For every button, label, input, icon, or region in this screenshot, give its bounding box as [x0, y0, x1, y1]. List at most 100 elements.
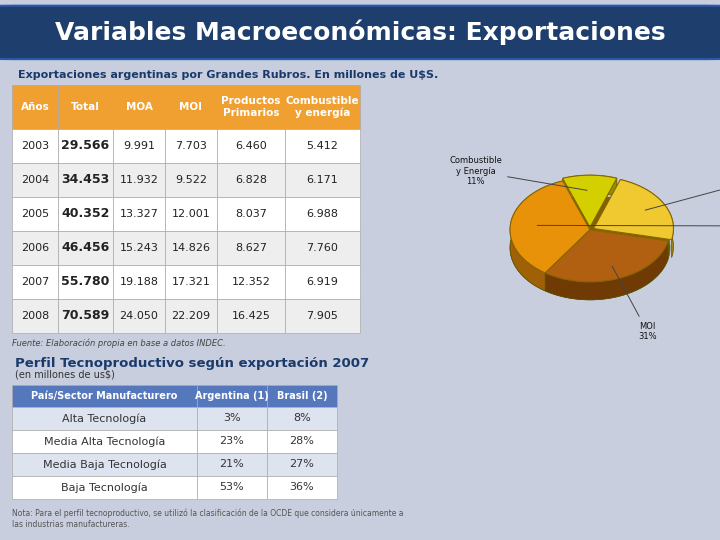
Bar: [58, 231, 113, 265]
Bar: [267, 385, 337, 407]
Text: 16.425: 16.425: [232, 311, 271, 321]
Text: Fuente: Elaboración propia en base a datos INDEC.: Fuente: Elaboración propia en base a dat…: [12, 339, 225, 348]
Bar: [267, 453, 337, 476]
Bar: [113, 163, 165, 197]
Text: Argentina (1): Argentina (1): [195, 391, 269, 401]
Bar: [285, 231, 360, 265]
Bar: [165, 197, 217, 231]
Bar: [113, 129, 165, 163]
Bar: [285, 129, 360, 163]
Text: 7.905: 7.905: [307, 311, 338, 321]
Bar: [267, 430, 337, 453]
Bar: [267, 476, 337, 499]
Bar: [113, 231, 165, 265]
Text: País/Sector Manufacturero: País/Sector Manufacturero: [31, 391, 178, 401]
Bar: [58, 85, 113, 129]
Polygon shape: [562, 175, 617, 227]
Bar: [165, 231, 217, 265]
Bar: [12, 265, 58, 299]
Text: 17.321: 17.321: [171, 277, 210, 287]
Polygon shape: [545, 230, 668, 282]
Text: 53%: 53%: [220, 482, 244, 492]
Bar: [197, 430, 267, 453]
Text: 8.627: 8.627: [235, 243, 267, 253]
Text: 2008: 2008: [21, 311, 49, 321]
Text: 19.188: 19.188: [120, 277, 158, 287]
Text: Combustible
y Energía
11%: Combustible y Energía 11%: [449, 157, 587, 190]
Text: 2007: 2007: [21, 277, 49, 287]
Text: (en millones de us$): (en millones de us$): [15, 370, 115, 380]
Bar: [12, 299, 58, 333]
Text: 22.209: 22.209: [171, 311, 210, 321]
Text: 8%: 8%: [293, 414, 311, 423]
Text: Combustible
y energía: Combustible y energía: [286, 96, 359, 118]
Bar: [285, 197, 360, 231]
Text: 7.760: 7.760: [307, 243, 338, 253]
Bar: [217, 163, 285, 197]
Bar: [12, 231, 58, 265]
Bar: [12, 430, 197, 453]
Text: 14.826: 14.826: [171, 243, 210, 253]
Bar: [58, 129, 113, 163]
Text: Total: Total: [71, 102, 100, 112]
Bar: [197, 453, 267, 476]
Bar: [113, 197, 165, 231]
Bar: [12, 476, 197, 499]
Bar: [217, 85, 285, 129]
Text: Años: Años: [21, 102, 50, 112]
Bar: [165, 85, 217, 129]
Bar: [285, 163, 360, 197]
Text: 70.589: 70.589: [61, 309, 109, 322]
Text: 2004: 2004: [21, 175, 49, 185]
Ellipse shape: [510, 196, 670, 300]
Text: 5.412: 5.412: [307, 141, 338, 151]
Text: 6.988: 6.988: [307, 209, 338, 219]
Bar: [58, 163, 113, 197]
Polygon shape: [545, 241, 668, 300]
Text: 27%: 27%: [289, 460, 315, 469]
Text: 21%: 21%: [220, 460, 244, 469]
Bar: [217, 197, 285, 231]
Text: Alta Tecnología: Alta Tecnología: [63, 413, 147, 424]
Text: 24.050: 24.050: [120, 311, 158, 321]
Text: 28%: 28%: [289, 436, 315, 447]
Text: 29.566: 29.566: [61, 139, 109, 152]
Text: Exportaciones argentinas por Grandes Rubros. En millones de U$S.: Exportaciones argentinas por Grandes Rub…: [18, 70, 438, 80]
Bar: [165, 129, 217, 163]
Text: 6.828: 6.828: [235, 175, 267, 185]
Text: 15.243: 15.243: [120, 243, 158, 253]
Bar: [285, 85, 360, 129]
Text: MOI
31%: MOI 31%: [612, 266, 657, 341]
Bar: [58, 299, 113, 333]
Bar: [217, 231, 285, 265]
Bar: [267, 407, 337, 430]
Text: 11.932: 11.932: [120, 175, 158, 185]
Text: 46.456: 46.456: [61, 241, 109, 254]
Text: 34.453: 34.453: [61, 173, 109, 186]
Text: 2003: 2003: [21, 141, 49, 151]
Text: 2005: 2005: [21, 209, 49, 219]
Bar: [58, 265, 113, 299]
Text: 6.460: 6.460: [235, 141, 267, 151]
Text: Nota: Para el perfil tecnoproductivo, se utilizó la clasificación de la OCDE que: Nota: Para el perfil tecnoproductivo, se…: [12, 509, 403, 529]
Bar: [12, 453, 197, 476]
Text: 36%: 36%: [289, 482, 315, 492]
Text: 12.001: 12.001: [171, 209, 210, 219]
Text: MOA
35%: MOA 35%: [537, 216, 720, 235]
Text: Media Alta Tecnología: Media Alta Tecnología: [44, 436, 165, 447]
Bar: [217, 129, 285, 163]
Text: Variables Macroeconómicas: Exportaciones: Variables Macroeconómicas: Exportaciones: [55, 19, 665, 45]
Text: 6.919: 6.919: [307, 277, 338, 287]
Bar: [165, 265, 217, 299]
Text: Media Baja Tecnología: Media Baja Tecnología: [42, 459, 166, 470]
Bar: [12, 385, 197, 407]
Text: 13.327: 13.327: [120, 209, 158, 219]
Text: 55.780: 55.780: [61, 275, 109, 288]
Bar: [285, 265, 360, 299]
Bar: [58, 197, 113, 231]
Text: 40.352: 40.352: [61, 207, 109, 220]
Text: 9.991: 9.991: [123, 141, 155, 151]
Polygon shape: [510, 181, 562, 291]
Bar: [165, 299, 217, 333]
Bar: [12, 197, 58, 231]
